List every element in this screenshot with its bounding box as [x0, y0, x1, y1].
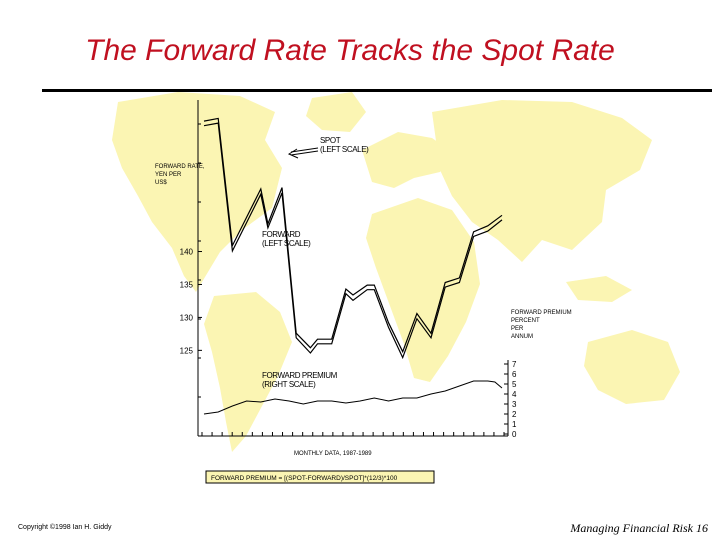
premium-annotation: FORWARD PREMIUM (RIGHT SCALE)	[262, 371, 338, 389]
forward-annotation: FORWARD (LEFT SCALE)	[262, 230, 311, 248]
map-australia	[584, 330, 680, 404]
left-scale-ticks: 125 130 135 140	[180, 123, 202, 437]
spot-annotation: SPOT (LEFT SCALE)	[320, 136, 369, 154]
left-tick-label-140: 140	[180, 248, 194, 257]
map-south-america	[204, 292, 292, 452]
map-greenland	[306, 92, 366, 132]
right-tick-label-3: 3	[512, 400, 517, 409]
formula-box	[205, 470, 435, 484]
map-indonesia	[566, 276, 632, 302]
map-asia	[432, 100, 652, 262]
right-axis-label: FORWARD PREMIUM PERCENT PER ANNUM	[511, 310, 572, 340]
spot-annotation-arrow	[287, 147, 319, 159]
forward-line	[203, 122, 503, 360]
left-axis-label: FORWARD RATE, YEN PER US$	[155, 164, 205, 186]
map-africa	[366, 198, 480, 382]
right-tick-label-1: 1	[512, 420, 517, 429]
left-tick-label-125: 125	[180, 346, 194, 355]
premium-line	[203, 380, 503, 415]
formula-text: FORWARD PREMIUM = [(SPOT-FORWARD)/SPOT]*…	[211, 475, 398, 482]
map-north-america	[112, 92, 282, 292]
month-ticks	[201, 432, 505, 436]
spot-line	[203, 117, 503, 354]
right-tick-label-6: 6	[512, 370, 517, 379]
left-tick-label-135: 135	[180, 280, 194, 289]
right-tick-label-2: 2	[512, 410, 517, 419]
left-tick-label-130: 130	[180, 313, 194, 322]
right-tick-label-5: 5	[512, 380, 517, 389]
x-axis-label: MONTHLY DATA, 1987-1989	[294, 451, 372, 457]
right-tick-label-0: 0	[512, 430, 517, 439]
right-tick-label-7: 7	[512, 360, 517, 369]
slide-title: The Forward Rate Tracks the Spot Rate	[85, 34, 615, 67]
title-rule	[42, 89, 712, 92]
series-lines	[203, 117, 503, 415]
right-tick-label-4: 4	[512, 390, 517, 399]
map-europe	[362, 132, 452, 188]
world-map-background	[112, 92, 680, 452]
footer-page-label: Managing Financial Risk 16	[570, 521, 708, 535]
copyright: Copyright ©1998 Ian H. Giddy	[18, 524, 112, 531]
